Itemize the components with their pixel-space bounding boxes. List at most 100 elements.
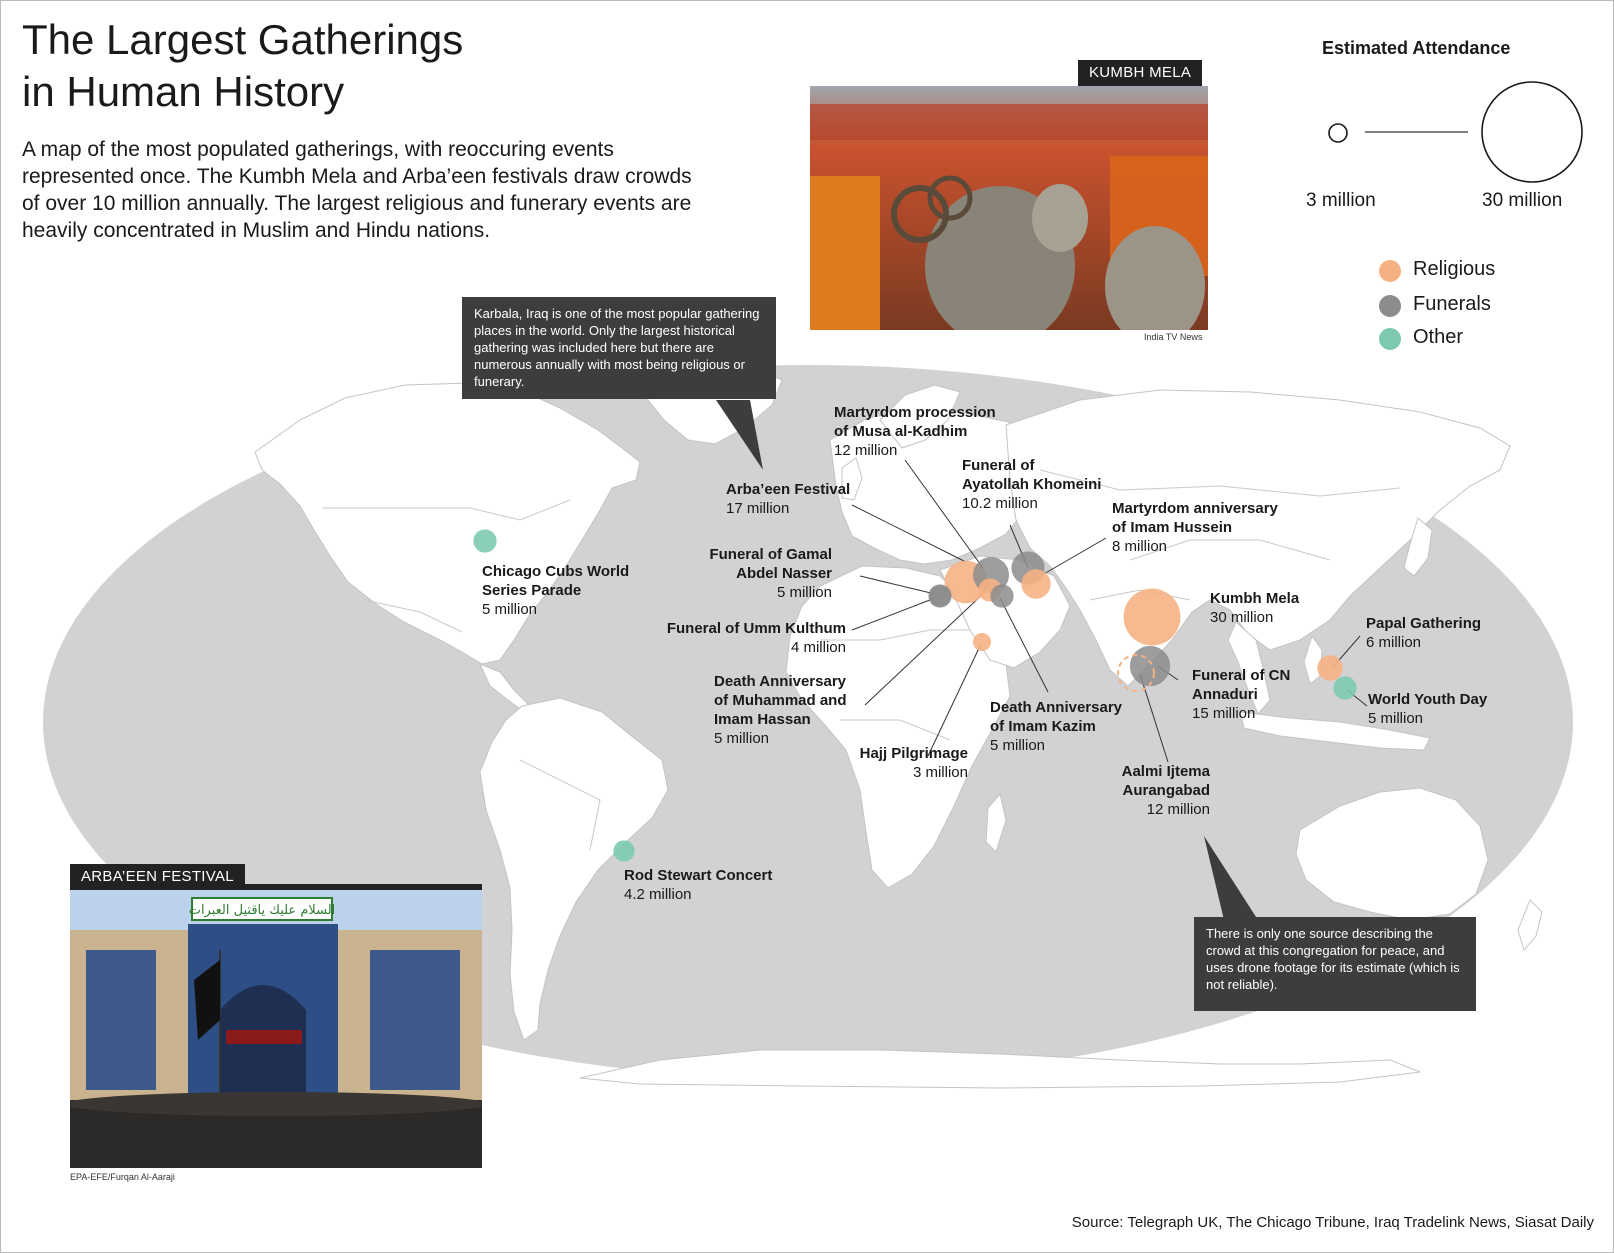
label-value: 12 million [1146,801,1210,818]
land-philippines [1303,634,1323,685]
label-name-line: of Musa al-Kadhim [834,423,968,440]
label-name-line: Ayatollah Khomeini [962,476,1102,493]
label-annaduri: Funeral of CN Annaduri 15 million [1192,666,1290,723]
label-musa-al-kadhim: Martyrdom procession of Musa al-Kadhim 1… [834,403,996,460]
label-name-line: Chicago Cubs World [482,563,630,580]
kumbh-photo-credit: India TV News [1144,332,1203,342]
border-india [1089,589,1191,601]
label-name-line: Funeral of CN [1192,667,1291,684]
border-us-canada [322,499,571,521]
leader-nasser [859,575,936,595]
label-name-line: Death Anniversary [714,673,846,690]
label-papal-gathering: Papal Gathering 6 million [1366,614,1481,652]
label-value: 5 million [1368,710,1424,727]
leader-muhammad [864,591,986,706]
label-name-line: of Muhammad and [714,692,847,709]
bubble-annaduri [1129,645,1171,687]
label-name-line: Annaduri [1192,686,1258,703]
label-imam-hussein: Martyrdom anniversary of Imam Hussein 8 … [1112,499,1278,556]
label-name-line: Martyrdom procession [834,404,996,421]
karbala-note-pointer [716,400,763,470]
page-title: The Largest Gatherings in Human History [22,14,463,118]
label-name-line: Abdel Nasser [736,565,832,582]
photo-black-flag [194,960,220,1040]
land-scandinavia [879,384,961,449]
map-borders [322,469,1401,851]
legend-other-label: Other [1413,326,1464,348]
label-value: 15 million [1192,705,1256,722]
label-name-line: Series Parade [482,582,582,599]
label-rod-stewart: Rod Stewart Concert 4.2 million [624,866,772,904]
aalmi-note: There is only one source describing the … [1194,917,1476,1011]
label-value: 3 million [912,764,968,781]
border-china [1129,539,1331,561]
leader-kazim [999,597,1049,693]
land-australia [1295,787,1489,921]
label-value: 5 million [482,601,538,618]
kumbh-mela-illustration [810,86,1208,330]
land-south-america [479,697,669,1041]
label-imam-kazim: Death Anniversary of Imam Kazim 5 millio… [990,698,1122,755]
label-name-line: of Imam Hussein [1112,519,1233,536]
label-hajj: Hajj Pilgrimage 3 million [822,744,968,782]
label-muhammad-hassan: Death Anniversary of Muhammad and Imam H… [714,672,847,748]
photo-crowd-band [810,104,1208,140]
bubble-papal [1317,655,1343,681]
legend-funerals-swatch [1379,295,1401,317]
label-name-line: World Youth Day [1368,691,1488,708]
label-name-line: Aurangabad [1122,782,1210,799]
legend-religious-swatch [1379,260,1401,282]
legend-large-circle [1481,81,1583,183]
bubble-kumbh [1123,588,1181,646]
legend-religious-label: Religious [1413,258,1496,280]
border-russia [1039,469,1401,497]
bubble-hussein [1021,569,1051,599]
kumbh-mela-photo [810,86,1208,330]
leader-kulthum [851,597,936,631]
land-antarctica [579,1049,1421,1089]
label-nasser: Funeral of Gamal Abdel Nasser 5 million [696,545,832,602]
bubble-hajj [973,633,991,651]
bubble-kazim [990,584,1014,608]
leader-arbaeen [851,504,967,563]
photo-orange-robe-left [810,176,880,330]
label-value: 30 million [1210,609,1274,626]
photo-banner [226,1030,302,1044]
legend-title: Estimated Attendance [1322,38,1511,58]
arbaeen-festival-photo: السلام عليك ياقتيل العبرات [70,884,482,1168]
event-bubbles [473,529,1357,862]
label-name-line: Kumbh Mela [1210,590,1300,607]
label-value: 5 million [714,730,770,747]
photo-ring [891,185,949,243]
land-new-zealand [1517,899,1543,952]
legend-small-circle [1328,123,1348,143]
label-name-line: Funeral of Umm Kulthum [666,620,846,637]
label-name-line: of Imam Kazim [990,718,1096,735]
arbaeen-photo-credit: EPA-EFE/Furqan Al-Aaraji [70,1172,175,1182]
photo-sign-text: السلام عليك ياقتيل العبرات [189,903,336,918]
photo-shrine-left-panel [86,950,156,1090]
photo-figure-right [1105,226,1205,330]
label-name-line: Arba’een Festival [726,481,851,498]
page-subtitle: A map of the most populated gatherings, … [22,138,692,242]
label-world-youth-day: World Youth Day 5 million [1368,690,1487,728]
border-africa-central [840,719,951,741]
legend-small-label: 3 million [1306,190,1376,211]
aalmi-note-pointer [1204,836,1258,920]
border-us-mexico [363,599,463,633]
label-kumbh-mela: Kumbh Mela 30 million [1210,589,1299,627]
bubble-rod [613,840,635,862]
bubble-wyd [1333,676,1357,700]
label-value: 17 million [726,500,790,517]
label-umm-kulthum: Funeral of Umm Kulthum 4 million [636,619,846,657]
label-aalmi-ijtema: Aalmi Ijtema Aurangabad 12 million [1096,762,1210,819]
label-name-line: Papal Gathering [1366,615,1482,632]
title-line-2: in Human History [22,68,345,115]
label-name-line: Hajj Pilgrimage [859,745,968,762]
label-name-line: Martyrdom anniversary [1112,500,1278,517]
land-indonesia [1239,711,1431,751]
label-name-line: Funeral of Gamal [709,546,832,563]
photo-shrine-right-panel [370,950,460,1090]
border-africa-north [820,629,970,641]
source-note: Source: Telegraph UK, The Chicago Tribun… [1071,1214,1594,1231]
